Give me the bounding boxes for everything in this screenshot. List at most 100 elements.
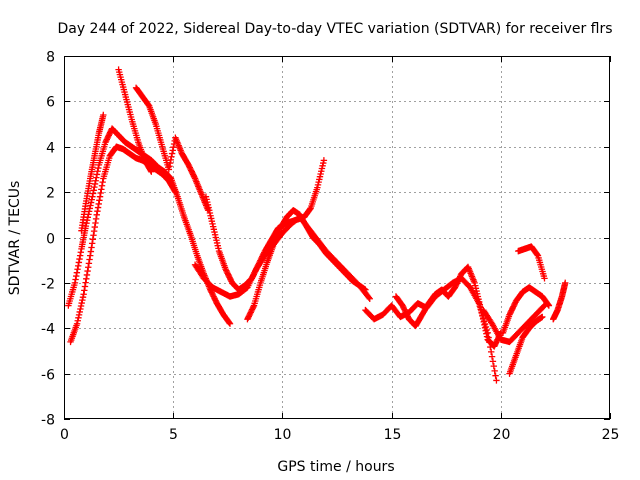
data-point bbox=[166, 159, 174, 167]
data-point bbox=[92, 219, 99, 227]
y-tick-label: 6 bbox=[46, 95, 55, 111]
data-point bbox=[72, 276, 79, 283]
data-point bbox=[172, 188, 179, 196]
data-point bbox=[166, 163, 173, 170]
data-point bbox=[96, 197, 103, 204]
series-sat-o bbox=[550, 279, 569, 323]
y-tick-label: 8 bbox=[46, 50, 55, 66]
y-tick-label: 2 bbox=[46, 186, 55, 202]
data-point bbox=[89, 193, 96, 200]
data-point bbox=[81, 287, 88, 294]
data-point bbox=[93, 174, 100, 181]
data-point bbox=[320, 157, 328, 164]
data-point bbox=[87, 252, 94, 259]
data-point bbox=[73, 320, 81, 327]
x-tick-label: 20 bbox=[493, 427, 511, 443]
data-point bbox=[493, 377, 500, 384]
data-point bbox=[87, 248, 95, 255]
y-tick-label: -6 bbox=[41, 368, 55, 384]
data-point bbox=[539, 313, 546, 321]
data-point bbox=[77, 302, 85, 310]
data-point bbox=[171, 187, 178, 195]
data-point bbox=[168, 153, 175, 160]
data-point bbox=[491, 367, 498, 375]
data-point bbox=[99, 178, 106, 186]
data-point bbox=[96, 193, 104, 200]
series-sat-e bbox=[132, 84, 212, 214]
data-point bbox=[488, 353, 496, 360]
data-point bbox=[306, 205, 314, 213]
data-point bbox=[90, 187, 97, 194]
data-point bbox=[147, 167, 154, 174]
y-tick-label: 4 bbox=[46, 141, 55, 157]
data-point bbox=[91, 223, 98, 231]
data-point bbox=[492, 372, 499, 379]
data-point bbox=[81, 283, 89, 290]
data-point bbox=[80, 291, 87, 298]
data-point bbox=[366, 295, 373, 302]
series-sat-j bbox=[392, 263, 504, 350]
data-point bbox=[76, 255, 83, 263]
data-point bbox=[89, 236, 97, 243]
data-point bbox=[489, 358, 497, 365]
data-point bbox=[75, 259, 83, 266]
data-point bbox=[534, 251, 541, 258]
data-point bbox=[480, 318, 487, 326]
data-point bbox=[87, 202, 94, 209]
data-point bbox=[77, 305, 84, 313]
data-point bbox=[165, 166, 173, 173]
data-point bbox=[95, 164, 102, 172]
data-point bbox=[483, 330, 490, 337]
data-point bbox=[544, 301, 552, 308]
series-sat-l bbox=[506, 313, 546, 377]
data-point bbox=[85, 260, 93, 267]
data-point bbox=[79, 293, 87, 301]
x-axis-label: GPS time / hours bbox=[277, 459, 394, 475]
series-sat-k bbox=[480, 302, 548, 346]
data-point bbox=[83, 271, 91, 279]
data-point bbox=[94, 168, 101, 175]
data-point bbox=[191, 173, 198, 181]
data-point bbox=[88, 244, 95, 251]
data-point bbox=[481, 321, 488, 329]
data-point bbox=[88, 240, 96, 247]
data-point bbox=[98, 186, 105, 193]
data-point bbox=[97, 189, 104, 197]
x-tick-label: 5 bbox=[169, 427, 178, 443]
data-point bbox=[540, 303, 547, 310]
y-tick-label: 0 bbox=[46, 232, 55, 248]
data-point bbox=[250, 303, 257, 311]
y-tick-label: -2 bbox=[41, 277, 55, 293]
data-point bbox=[545, 302, 553, 309]
data-point bbox=[75, 314, 82, 322]
data-point bbox=[562, 279, 569, 287]
data-point bbox=[85, 264, 92, 271]
data-point bbox=[168, 150, 176, 157]
data-point bbox=[93, 171, 101, 178]
data-point bbox=[95, 200, 102, 208]
x-tick-label: 10 bbox=[274, 427, 292, 443]
data-point bbox=[169, 147, 176, 154]
data-point bbox=[226, 320, 234, 327]
series-sat-n bbox=[499, 284, 553, 336]
data-point bbox=[91, 180, 99, 188]
data-point bbox=[74, 262, 82, 270]
data-point bbox=[82, 279, 89, 286]
data-point bbox=[79, 296, 86, 304]
grid bbox=[64, 56, 610, 419]
series-sat-d bbox=[115, 66, 155, 175]
data-point bbox=[170, 144, 177, 151]
x-tick-label: 25 bbox=[602, 427, 620, 443]
data-point bbox=[490, 362, 498, 370]
data-point bbox=[148, 168, 155, 175]
y-axis-label: SDTVAR / TECUs bbox=[7, 181, 23, 296]
data-point bbox=[92, 215, 100, 223]
data-point bbox=[89, 190, 97, 197]
data-point bbox=[541, 275, 548, 282]
data-point bbox=[74, 317, 81, 324]
data-point bbox=[365, 294, 373, 301]
data-point bbox=[84, 267, 91, 275]
data-point bbox=[71, 279, 79, 287]
data-point bbox=[87, 199, 95, 206]
